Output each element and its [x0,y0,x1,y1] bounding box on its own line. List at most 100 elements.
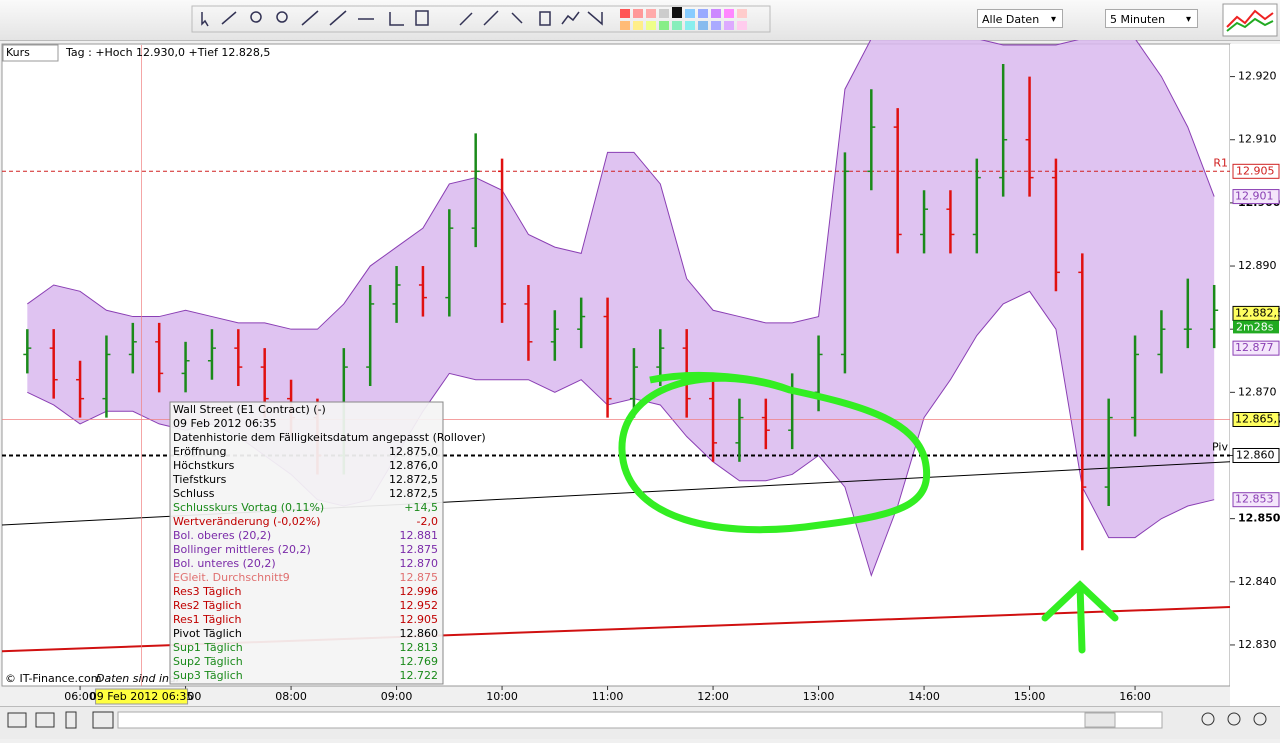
tooltip-row-label: Tiefstkurs [172,473,227,486]
zoom-fit[interactable] [1201,712,1215,726]
tooltip-box [169,401,444,685]
zoom-in[interactable] [1253,712,1267,726]
x-tick-label: 15:00 [1014,690,1046,703]
tooltip-row-value: 12.996 [400,585,439,598]
crosshair-date-bg [95,688,189,705]
tooltip-row-label: Sup1 Täglich [173,641,243,654]
tooltip-row-value: 12.872,5 [389,487,438,500]
x-tick-label: 10:00 [486,690,518,703]
y-tick-label: 12.840 [1238,575,1277,588]
tooltip-row-value: 12.870 [400,557,439,570]
tooltip-row-label: Schluss [173,487,215,500]
x-tick-label: 11:00 [592,690,624,703]
scroll-thumb[interactable] [1084,712,1116,728]
tool-icons [191,5,771,33]
panel-label: Kurs [6,46,30,59]
tooltip-row-label: Bol. unteres (20,2) [173,557,276,570]
price-label: 12.853 [1235,493,1274,506]
tooltip-row-label: Res2 Täglich [173,599,241,612]
tooltip-row-label: Eröffnung [173,445,226,458]
x-tick-label: 12:00 [697,690,729,703]
scrollbar[interactable] [117,711,1163,729]
tooltip-date: 09 Feb 2012 06:35 [173,417,277,430]
tooltip-row-value: 12.722 [400,669,439,682]
x-tick-label: 06:00 [64,690,96,703]
y-tick-label: 12.850 [1238,512,1280,525]
y-tick-label: 12.920 [1238,70,1277,83]
price-axis [1230,44,1280,706]
tooltip-row-value: 12.875 [400,543,439,556]
tools[interactable] [201,10,603,27]
zoom-out[interactable] [1227,712,1241,726]
level-name: Piv [1212,440,1228,453]
tooltip-row-value: 12.860 [400,627,439,640]
tooltip-row-value: -2,0 [417,515,438,528]
chart-type-button[interactable] [1222,3,1278,37]
tooltip-button[interactable] [92,711,114,729]
tooltip-row-label: Res1 Täglich [173,613,241,626]
tooltip-row-value: 12.872,5 [389,473,438,486]
x-tick-label: 16:00 [1119,690,1151,703]
copyright: © IT-Finance.com [5,672,102,685]
interval-dropdown[interactable]: 5 Minuten [1105,9,1198,29]
price-label-bg [1232,411,1280,427]
countdown-bg [1233,320,1279,334]
tooltip-row-value: 12.952 [400,599,439,612]
level-label-bg [1232,447,1280,463]
tooltip-row-label: Bollinger mittleres (20,2) [173,543,311,556]
level-label: 12.905 [1236,164,1275,177]
tooltip-row-value: 12.813 [400,641,439,654]
level-label-bg [1232,163,1280,179]
tool-group [191,5,771,33]
price-label: 12.901 [1235,190,1274,203]
price-label-bg [1232,492,1280,508]
panel-label-box [2,44,59,62]
price-label: 12.865,7 [1235,412,1280,425]
tooltip-note: Datenhistorie dem Fälligkeitsdatum angep… [173,431,486,444]
tooltip-row-value: 12.769 [400,655,439,668]
price-label: 12.882,5 [1235,306,1280,319]
tooltip-row-value: 12.875,0 [389,445,438,458]
crosshair-date: 09 Feb 2012 06:35 [90,690,194,703]
y-tick-label: 12.910 [1238,133,1277,146]
bottom-controls [7,711,1267,729]
price-label: 12.877 [1235,341,1274,354]
x-tick-label: 08:00 [275,690,307,703]
bollinger-line [27,40,1215,330]
tooltip-row-label: Höchstkurs [173,459,235,472]
y-tick-label: 12.870 [1238,385,1277,398]
tooltip-row-value: 12.905 [400,613,439,626]
x-tick-label: 13:00 [803,690,835,703]
chart: 12.92012.91012.90012.89012.88012.87012.8… [1,40,1280,706]
tooltip-row-label: Pivot Täglich [173,627,242,640]
data-filter-dropdown[interactable]: Alle Daten [977,9,1063,29]
settings-button[interactable] [65,711,77,729]
annotation-circle [618,371,931,534]
level-name: R1 [1213,156,1228,169]
price-label-bg [1232,189,1280,205]
level-label: 12.860 [1236,448,1275,461]
y-tick-label: 12.890 [1238,259,1277,272]
tooltip-row-value: +14,5 [404,501,438,514]
toolbar: Alle Daten 5 Minuten [0,0,1280,41]
mail-button[interactable] [7,712,27,728]
tooltip-row-value: 12.881 [400,529,439,542]
tooltip-row-label: Sup2 Täglich [173,655,243,668]
y-tick-label: 12.830 [1238,638,1277,651]
price-label-bg [1232,340,1280,356]
tooltip-row-label: Bol. oberes (20,2) [173,529,271,542]
print-button[interactable] [35,712,55,728]
tooltip-title: Wall Street (E1 Contract) (-) [173,403,326,416]
tooltip-row-label: Res3 Täglich [173,585,241,598]
chart-header: Tag : +Hoch 12.930,0 +Tief 12.828,5 [65,46,270,59]
bottom-bar [0,706,1280,739]
x-tick-label: 14:00 [908,690,940,703]
tooltip-row-value: 12.875 [400,571,439,584]
color-palette[interactable] [620,7,747,30]
tooltip-row-value: 12.876,0 [389,459,438,472]
tooltip-row-label: Sup3 Täglich [173,669,243,682]
tooltip-row-label: Schlusskurs Vortag (0,11%) [173,501,324,514]
disclaimer: Daten sind indi [96,672,179,685]
countdown: 2m28s [1236,320,1274,333]
